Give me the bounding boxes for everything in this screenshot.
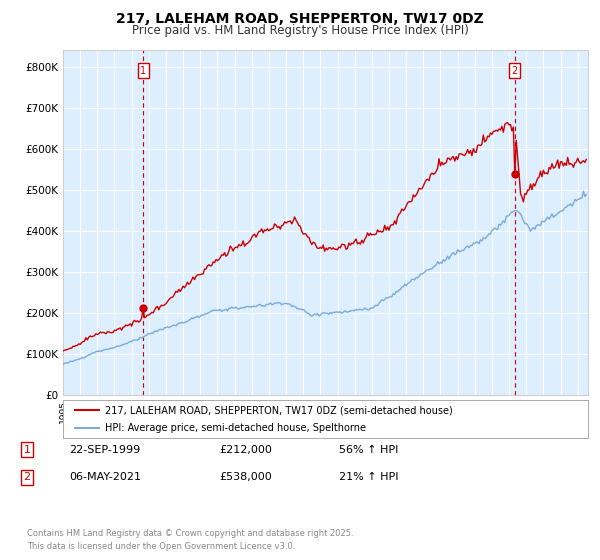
Text: 56% ↑ HPI: 56% ↑ HPI xyxy=(339,445,398,455)
Text: 2: 2 xyxy=(512,66,518,76)
Text: 2: 2 xyxy=(23,472,31,482)
Text: HPI: Average price, semi-detached house, Spelthorne: HPI: Average price, semi-detached house,… xyxy=(105,423,366,433)
Text: 1: 1 xyxy=(23,445,31,455)
Text: 21% ↑ HPI: 21% ↑ HPI xyxy=(339,472,398,482)
Text: Contains HM Land Registry data © Crown copyright and database right 2025.
This d: Contains HM Land Registry data © Crown c… xyxy=(27,529,353,550)
Text: 06-MAY-2021: 06-MAY-2021 xyxy=(69,472,141,482)
Text: Price paid vs. HM Land Registry's House Price Index (HPI): Price paid vs. HM Land Registry's House … xyxy=(131,24,469,37)
Text: £538,000: £538,000 xyxy=(219,472,272,482)
Text: 22-SEP-1999: 22-SEP-1999 xyxy=(69,445,140,455)
Text: £212,000: £212,000 xyxy=(219,445,272,455)
Text: 1: 1 xyxy=(140,66,146,76)
Text: 217, LALEHAM ROAD, SHEPPERTON, TW17 0DZ (semi-detached house): 217, LALEHAM ROAD, SHEPPERTON, TW17 0DZ … xyxy=(105,405,453,415)
Text: 217, LALEHAM ROAD, SHEPPERTON, TW17 0DZ: 217, LALEHAM ROAD, SHEPPERTON, TW17 0DZ xyxy=(116,12,484,26)
